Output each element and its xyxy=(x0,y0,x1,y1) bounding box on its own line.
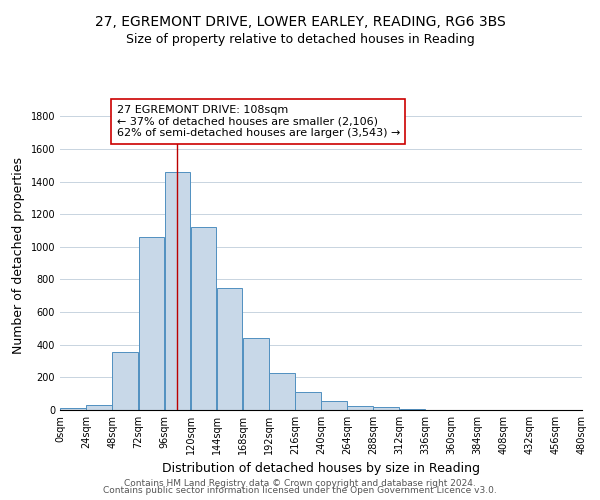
X-axis label: Distribution of detached houses by size in Reading: Distribution of detached houses by size … xyxy=(162,462,480,475)
Bar xyxy=(243,338,269,410)
Text: Size of property relative to detached houses in Reading: Size of property relative to detached ho… xyxy=(125,32,475,46)
Bar xyxy=(60,408,86,410)
Bar xyxy=(164,172,190,410)
Y-axis label: Number of detached properties: Number of detached properties xyxy=(12,156,25,354)
Text: Contains HM Land Registry data © Crown copyright and database right 2024.: Contains HM Land Registry data © Crown c… xyxy=(124,478,476,488)
Bar xyxy=(373,407,399,410)
Bar xyxy=(139,237,164,410)
Bar xyxy=(112,352,138,410)
Text: 27, EGREMONT DRIVE, LOWER EARLEY, READING, RG6 3BS: 27, EGREMONT DRIVE, LOWER EARLEY, READIN… xyxy=(95,15,505,29)
Text: Contains public sector information licensed under the Open Government Licence v3: Contains public sector information licen… xyxy=(103,486,497,495)
Bar xyxy=(347,406,373,410)
Text: 27 EGREMONT DRIVE: 108sqm
← 37% of detached houses are smaller (2,106)
62% of se: 27 EGREMONT DRIVE: 108sqm ← 37% of detac… xyxy=(116,105,400,138)
Bar xyxy=(86,405,112,410)
Bar xyxy=(269,373,295,410)
Bar xyxy=(321,401,347,410)
Bar xyxy=(400,409,425,410)
Bar xyxy=(191,228,217,410)
Bar xyxy=(217,288,242,410)
Bar xyxy=(295,392,321,410)
